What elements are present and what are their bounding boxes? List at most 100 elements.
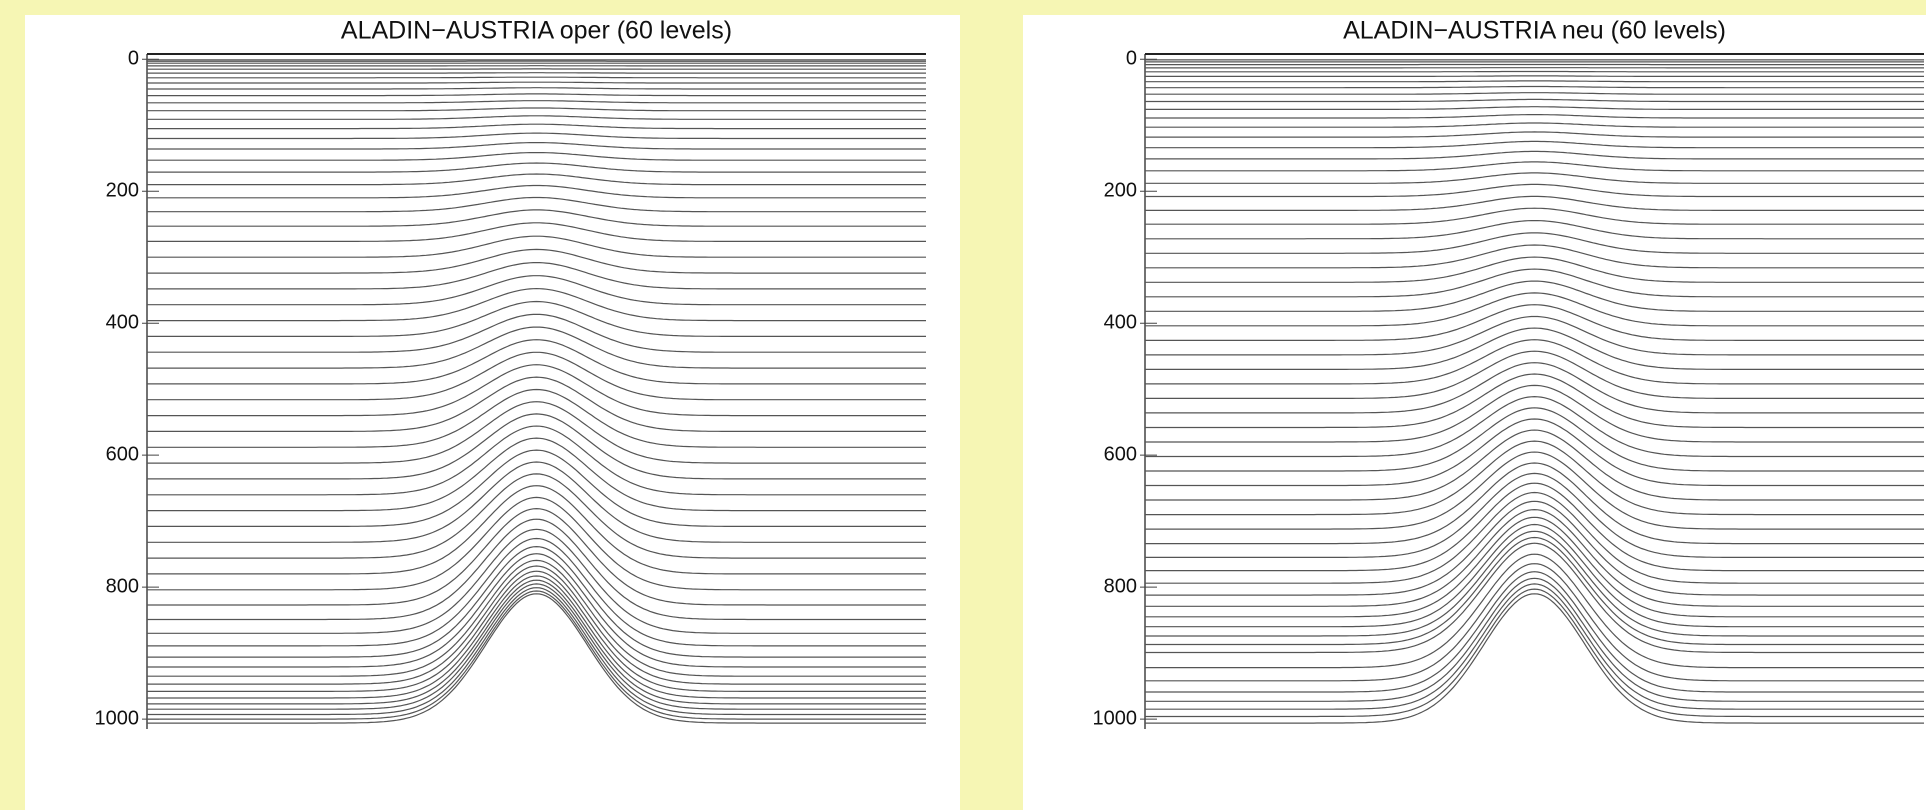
model-level: [147, 339, 926, 385]
model-level: [1145, 571, 1924, 693]
model-level: [147, 107, 926, 112]
model-level: [147, 351, 926, 401]
model-level: [147, 152, 926, 161]
model-level: [1145, 172, 1924, 184]
model-level: [147, 123, 926, 130]
model-level: [147, 76, 926, 79]
model-level: [1145, 583, 1924, 710]
model-level: [1145, 553, 1924, 669]
model-level: [1145, 530, 1924, 637]
model-level: [147, 142, 926, 150]
model-level: [1145, 523, 1924, 628]
model-level: [147, 528, 926, 634]
model-level: [147, 553, 926, 668]
model-level: [147, 425, 926, 496]
model-level: [147, 184, 926, 199]
model-level: [147, 235, 926, 258]
model-level: [1145, 418, 1924, 487]
model-level: [1145, 593, 1924, 724]
model-level: [1145, 114, 1924, 119]
model-level: [1145, 462, 1924, 545]
model-level: [1145, 577, 1924, 702]
y-tick-label: 1000: [1093, 707, 1138, 729]
model-level: [147, 326, 926, 369]
model-level: [1145, 395, 1924, 458]
model-level: [1145, 292, 1924, 327]
model-level: [1145, 339, 1924, 385]
model-level: [147, 287, 926, 322]
model-level: [1145, 373, 1924, 429]
model-level: [147, 162, 926, 173]
model-level: [1145, 588, 1924, 718]
model-level: [1145, 384, 1924, 443]
model-level: [1145, 85, 1924, 89]
model-level: [147, 437, 926, 512]
model-level: [147, 132, 926, 140]
model-level: [1145, 122, 1924, 128]
model-level: [147, 496, 926, 591]
model-level: [147, 485, 926, 575]
model-level: [147, 401, 926, 464]
model-level: [1145, 75, 1924, 77]
model-level: [1145, 256, 1924, 283]
y-tick-label: 0: [128, 48, 139, 70]
model-level: [147, 593, 926, 724]
chart-title: ALADIN−AUSTRIA oper (60 levels): [341, 17, 732, 45]
model-level: [1145, 304, 1924, 341]
y-tick-label: 800: [1104, 575, 1137, 597]
model-level: [147, 87, 926, 90]
y-tick-label: 600: [1104, 443, 1137, 465]
y-tick-label: 600: [106, 443, 139, 465]
model-level: [1145, 183, 1924, 198]
panel-left: [25, 15, 960, 810]
model-level: [147, 388, 926, 448]
model-level: [1145, 429, 1924, 501]
model-level: [147, 376, 926, 432]
model-level: [1145, 80, 1924, 83]
model-level: [1145, 161, 1924, 172]
model-level: [147, 575, 926, 699]
model-level: [147, 579, 926, 705]
model-level: [1145, 350, 1924, 399]
model-level: [1145, 407, 1924, 472]
model-level: [1145, 268, 1924, 298]
model-level: [147, 300, 926, 337]
model-level: [147, 115, 926, 120]
model-level: [147, 413, 926, 480]
model-level: [1145, 536, 1924, 646]
model-level: [147, 473, 926, 559]
model-level: [147, 81, 926, 84]
model-level: [147, 518, 926, 621]
model-level: [147, 313, 926, 353]
model-level: [1145, 220, 1924, 240]
y-tick-label: 800: [106, 575, 139, 597]
model-level: [1145, 542, 1924, 654]
model-level: [1145, 482, 1924, 572]
chart-title: ALADIN−AUSTRIA neu (60 levels): [1343, 17, 1726, 45]
model-level: [147, 559, 926, 677]
model-level: [1145, 516, 1924, 618]
y-tick-label: 0: [1126, 48, 1137, 70]
model-level: [1145, 195, 1924, 211]
model-level: [147, 565, 926, 685]
model-level: [147, 93, 926, 97]
model-level: [147, 248, 926, 274]
model-level: [1145, 92, 1924, 95]
y-tick-label: 1000: [95, 707, 140, 729]
model-level: [147, 222, 926, 242]
model-level: [1145, 131, 1924, 138]
model-level: [147, 364, 926, 417]
model-level: [1145, 451, 1924, 530]
model-level: [1145, 232, 1924, 254]
model-level: [1145, 440, 1924, 516]
model-level: [147, 545, 926, 658]
model-level: [147, 209, 926, 227]
model-level: [147, 461, 926, 543]
model-level: [147, 100, 926, 104]
model-level: [1145, 500, 1924, 596]
model-level: [1145, 106, 1924, 110]
model-level: [147, 262, 926, 290]
model-level: [1145, 362, 1924, 414]
model-level: [1145, 150, 1924, 160]
